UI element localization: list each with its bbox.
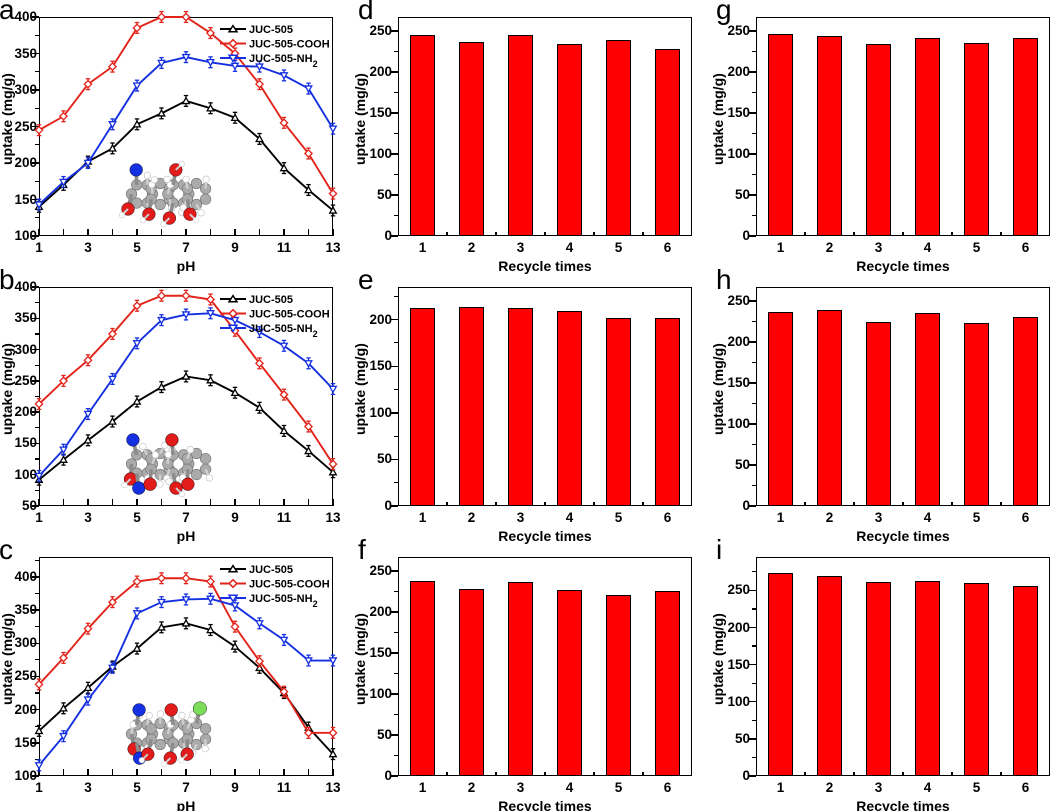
svg-text:JUC-505-COOH: JUC-505-COOH (249, 579, 330, 591)
svg-text:JUC-505: JUC-505 (249, 294, 293, 306)
svg-text:JUC-505-NH2: JUC-505-NH2 (249, 323, 318, 339)
svg-text:JUC-505-COOH: JUC-505-COOH (249, 39, 330, 51)
svg-text:JUC-505: JUC-505 (249, 24, 293, 36)
svg-text:JUC-505-COOH: JUC-505-COOH (249, 309, 330, 321)
svg-text:JUC-505-NH2: JUC-505-NH2 (249, 593, 318, 609)
svg-text:JUC-505: JUC-505 (249, 564, 293, 576)
svg-text:JUC-505-NH2: JUC-505-NH2 (249, 53, 318, 69)
